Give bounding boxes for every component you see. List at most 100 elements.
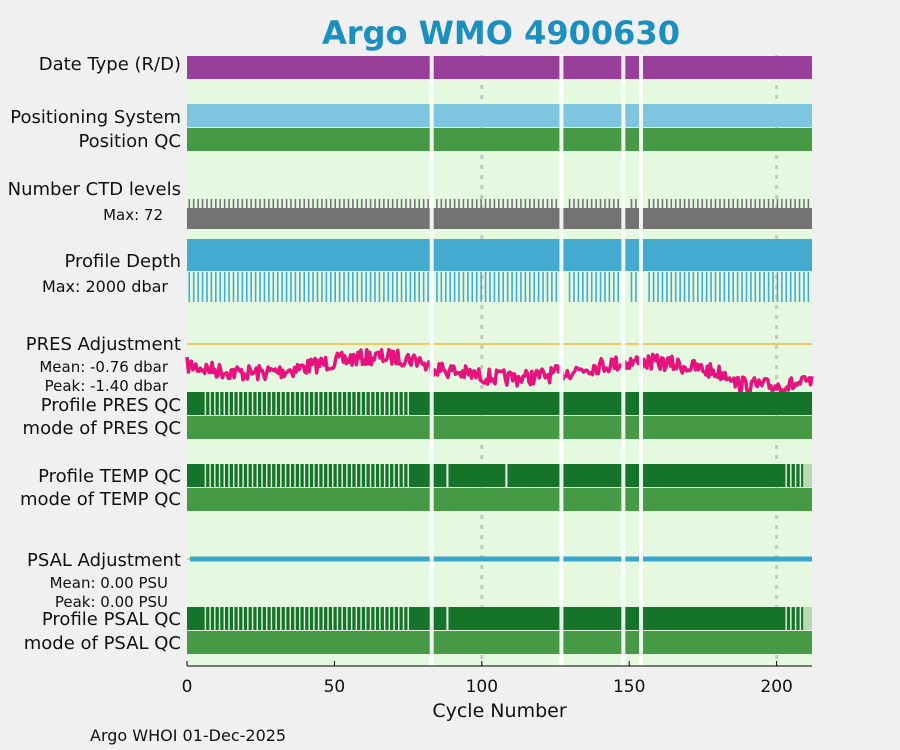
ctd-tick — [674, 199, 677, 208]
qc-stripe — [383, 464, 386, 487]
ctd-tick — [219, 199, 222, 208]
qc-right-stripes-0 — [785, 464, 812, 487]
qc-stripe — [383, 607, 386, 630]
qc-stripe — [365, 607, 367, 630]
depth-tick — [405, 272, 407, 302]
label-profile-pres-qc: Profile PRES QC — [41, 395, 181, 416]
depth-tick — [661, 272, 664, 302]
qc-stripe — [223, 607, 225, 630]
ctd-tick — [206, 199, 208, 208]
depth-tick — [334, 272, 337, 302]
ctd-tick — [276, 199, 279, 208]
label-ctd-max: Max: 72 — [103, 206, 163, 224]
depth-tick — [785, 272, 788, 302]
ctd-tick — [595, 199, 597, 208]
qc-stripe — [794, 607, 797, 630]
depth-tick — [462, 272, 465, 302]
qc-stripe — [402, 607, 405, 630]
depth-tick — [427, 272, 429, 302]
depth-tick — [188, 272, 191, 302]
qc-stripe — [223, 464, 225, 487]
qc-stripe — [280, 607, 282, 630]
qc-separator-2 — [446, 607, 449, 630]
ctd-tick — [537, 199, 540, 208]
qc-stripe — [355, 464, 358, 487]
depth-tick — [400, 272, 403, 302]
ctd-tick — [321, 199, 323, 208]
depth-tick — [520, 272, 522, 302]
ctd-tick — [710, 199, 712, 208]
depth-tick — [723, 272, 726, 302]
ctd-tick — [511, 199, 513, 208]
ctd-tick — [396, 199, 398, 208]
depth-tick — [237, 272, 239, 302]
depth-tick — [528, 272, 531, 302]
depth-tick — [281, 272, 283, 302]
depth-tick — [670, 272, 673, 302]
depth-tick — [409, 272, 412, 302]
qc-stripe — [275, 607, 277, 630]
ctd-tick — [630, 199, 633, 208]
ctd-tick — [400, 199, 403, 208]
ctd-tick — [303, 199, 306, 208]
ctd-tick — [427, 199, 429, 208]
ctd-tick — [524, 199, 527, 208]
qc-stripe — [393, 607, 395, 630]
depth-tick — [657, 272, 659, 302]
qc-stripe — [341, 464, 343, 487]
ctd-tick — [215, 199, 217, 208]
qc-stripe — [308, 392, 310, 415]
ctd-tick — [577, 199, 580, 208]
pres-qc-stripes — [204, 392, 409, 415]
ctd-tick — [294, 199, 297, 208]
qc-stripe — [379, 464, 381, 487]
qc-stripe — [393, 392, 395, 415]
depth-tick — [383, 272, 385, 302]
qc-stripe — [322, 464, 325, 487]
ctd-tick — [210, 199, 213, 208]
ctd-tick — [741, 199, 743, 208]
qc-stripe — [327, 464, 329, 487]
qc-stripe — [790, 464, 792, 487]
depth-tick — [511, 272, 513, 302]
depth-tick — [272, 272, 275, 302]
qc-stripe — [275, 464, 277, 487]
qc-stripe — [346, 392, 348, 415]
ctd-tick — [498, 199, 500, 208]
ctd-tick — [727, 199, 730, 208]
depth-tick — [652, 272, 655, 302]
qc-stripe — [303, 464, 306, 487]
depth-tick — [537, 272, 540, 302]
ctd-tick — [440, 199, 443, 208]
gap-cycle-154 — [639, 55, 644, 666]
ctd-tick — [599, 199, 602, 208]
depth-tick — [758, 272, 761, 302]
label-depth-max: Max: 2000 dbar — [42, 277, 168, 296]
depth-tick — [215, 272, 217, 302]
ctd-tick — [436, 199, 438, 208]
ctd-tick — [701, 199, 704, 208]
qc-stripe — [341, 607, 343, 630]
x-axis-label: Cycle Number — [432, 700, 566, 722]
qc-stripe — [232, 607, 235, 630]
qc-stripe — [232, 464, 235, 487]
ctd-tick — [528, 199, 531, 208]
depth-tick — [378, 272, 381, 302]
ctd-tick — [197, 199, 199, 208]
qc-stripe — [251, 464, 254, 487]
qc-stripe — [280, 464, 282, 487]
ctd-tick — [776, 199, 779, 208]
depth-tick — [285, 272, 288, 302]
ctd-tick — [285, 199, 288, 208]
ctd-tick — [405, 199, 407, 208]
label-mode-pres-qc: mode of PRES QC — [23, 418, 181, 439]
depth-tick — [617, 272, 620, 302]
depth-tick — [484, 272, 487, 302]
qc-stripe — [204, 392, 207, 415]
label-psal-peak: Peak: 0.00 PSU — [55, 593, 168, 611]
qc-stripe — [303, 607, 306, 630]
qc-stripe — [218, 607, 221, 630]
depth-tick — [436, 272, 438, 302]
depth-tick — [312, 272, 314, 302]
